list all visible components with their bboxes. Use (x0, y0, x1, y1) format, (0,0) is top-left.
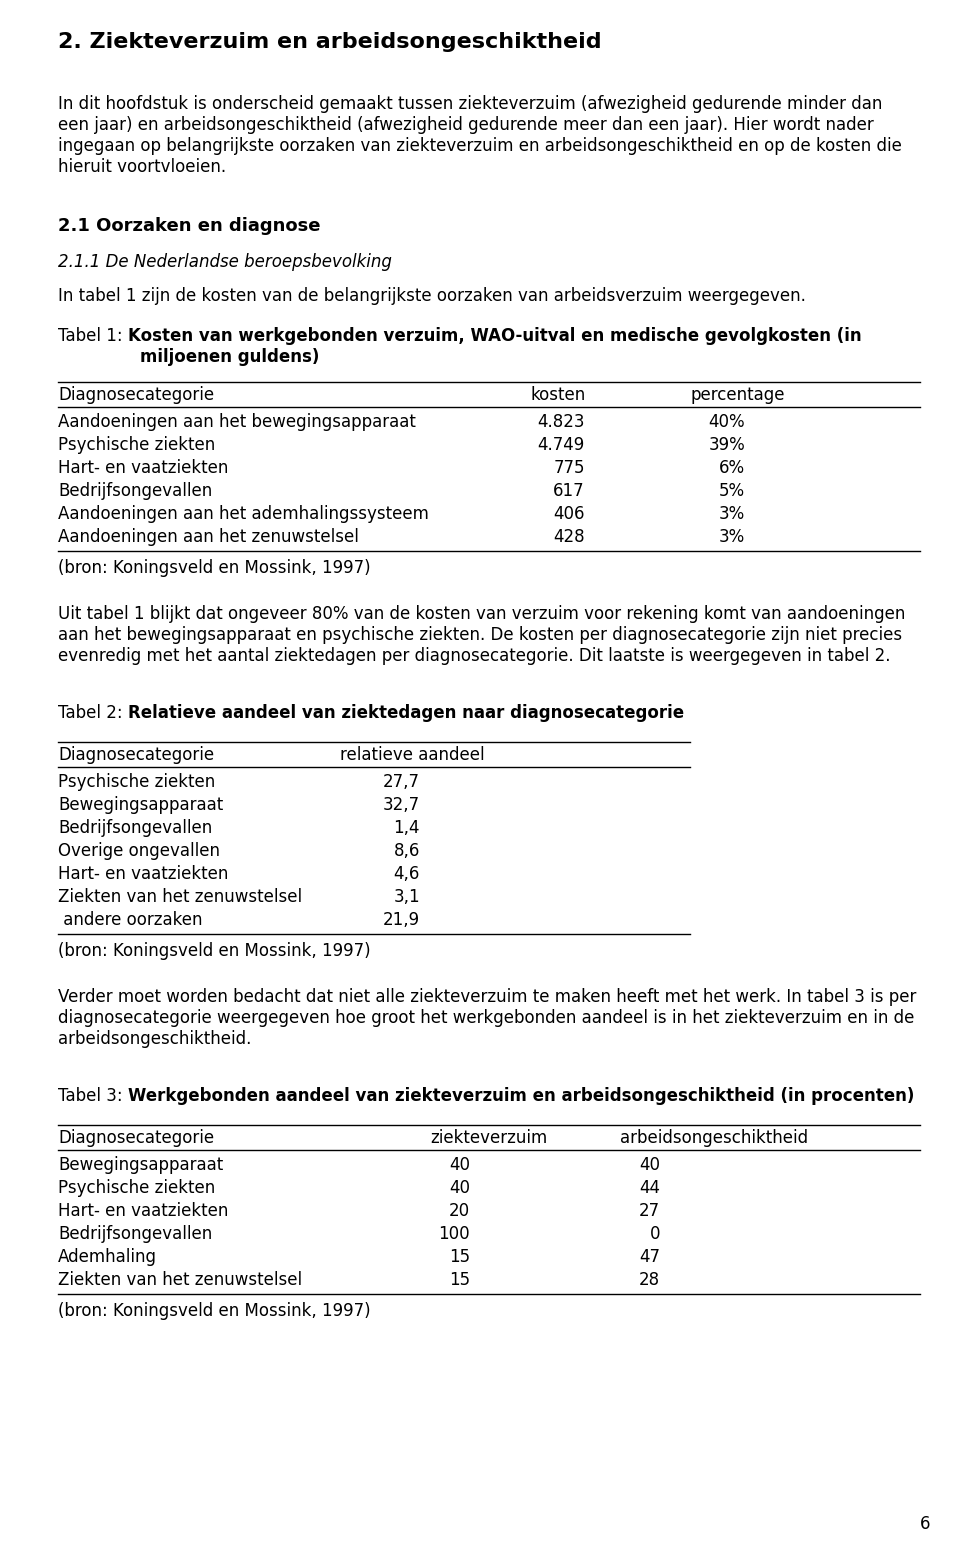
Text: 428: 428 (553, 528, 585, 546)
Text: 3%: 3% (719, 528, 745, 546)
Text: 6%: 6% (719, 458, 745, 477)
Text: ziekteverzuim: ziekteverzuim (430, 1129, 547, 1146)
Text: 47: 47 (639, 1248, 660, 1265)
Text: Kosten van werkgebonden verzuim, WAO-uitval en medische gevolgkosten (in: Kosten van werkgebonden verzuim, WAO-uit… (128, 327, 862, 346)
Text: Aandoeningen aan het bewegingsapparaat: Aandoeningen aan het bewegingsapparaat (58, 414, 416, 430)
Text: Bedrijfsongevallen: Bedrijfsongevallen (58, 1225, 212, 1244)
Text: 5%: 5% (719, 481, 745, 500)
Text: diagnosecategorie weergegeven hoe groot het werkgebonden aandeel is in het ziekt: diagnosecategorie weergegeven hoe groot … (58, 1009, 914, 1028)
Text: 4.823: 4.823 (538, 414, 585, 430)
Text: Aandoeningen aan het ademhalingssysteem: Aandoeningen aan het ademhalingssysteem (58, 505, 429, 523)
Text: Diagnosecategorie: Diagnosecategorie (58, 745, 214, 764)
Text: ingegaan op belangrijkste oorzaken van ziekteverzuim en arbeidsongeschiktheid en: ingegaan op belangrijkste oorzaken van z… (58, 137, 901, 154)
Text: Psychische ziekten: Psychische ziekten (58, 1179, 215, 1197)
Text: Bewegingsapparaat: Bewegingsapparaat (58, 1156, 224, 1174)
Text: 4.749: 4.749 (538, 437, 585, 454)
Text: 15: 15 (449, 1271, 470, 1288)
Text: Hart- en vaatziekten: Hart- en vaatziekten (58, 1202, 228, 1221)
Text: arbeidsongeschiktheid.: arbeidsongeschiktheid. (58, 1031, 252, 1048)
Text: 2. Ziekteverzuim en arbeidsongeschiktheid: 2. Ziekteverzuim en arbeidsongeschikthei… (58, 32, 602, 52)
Text: Diagnosecategorie: Diagnosecategorie (58, 386, 214, 404)
Text: 44: 44 (639, 1179, 660, 1197)
Text: In tabel 1 zijn de kosten van de belangrijkste oorzaken van arbeidsverzuim weerg: In tabel 1 zijn de kosten van de belangr… (58, 287, 805, 306)
Text: 21,9: 21,9 (383, 910, 420, 929)
Text: Bewegingsapparaat: Bewegingsapparaat (58, 796, 224, 815)
Text: (bron: Koningsveld en Mossink, 1997): (bron: Koningsveld en Mossink, 1997) (58, 559, 371, 577)
Text: 1,4: 1,4 (394, 819, 420, 836)
Text: 3%: 3% (719, 505, 745, 523)
Text: (bron: Koningsveld en Mossink, 1997): (bron: Koningsveld en Mossink, 1997) (58, 1302, 371, 1319)
Text: 2.1.1 De Nederlandse beroepsbevolking: 2.1.1 De Nederlandse beroepsbevolking (58, 253, 392, 272)
Text: 3,1: 3,1 (394, 889, 420, 906)
Text: kosten: kosten (530, 386, 586, 404)
Text: Tabel 2:: Tabel 2: (58, 704, 123, 722)
Text: 27: 27 (638, 1202, 660, 1221)
Text: relatieve aandeel: relatieve aandeel (340, 745, 485, 764)
Text: Ziekten van het zenuwstelsel: Ziekten van het zenuwstelsel (58, 889, 302, 906)
Text: Hart- en vaatziekten: Hart- en vaatziekten (58, 866, 228, 883)
Text: evenredig met het aantal ziektedagen per diagnosecategorie. Dit laatste is weerg: evenredig met het aantal ziektedagen per… (58, 647, 891, 665)
Text: 20: 20 (449, 1202, 470, 1221)
Text: een jaar) en arbeidsongeschiktheid (afwezigheid gedurende meer dan een jaar). Hi: een jaar) en arbeidsongeschiktheid (afwe… (58, 116, 874, 134)
Text: 4,6: 4,6 (394, 866, 420, 883)
Text: 40: 40 (449, 1179, 470, 1197)
Text: Verder moet worden bedacht dat niet alle ziekteverzuim te maken heeft met het we: Verder moet worden bedacht dat niet alle… (58, 988, 917, 1006)
Text: 100: 100 (439, 1225, 470, 1244)
Text: Relatieve aandeel van ziektedagen naar diagnosecategorie: Relatieve aandeel van ziektedagen naar d… (128, 704, 684, 722)
Text: 32,7: 32,7 (383, 796, 420, 815)
Text: Hart- en vaatziekten: Hart- en vaatziekten (58, 458, 228, 477)
Text: 8,6: 8,6 (394, 842, 420, 859)
Text: 15: 15 (449, 1248, 470, 1265)
Text: 40: 40 (639, 1156, 660, 1174)
Text: Ademhaling: Ademhaling (58, 1248, 157, 1265)
Text: Tabel 1:: Tabel 1: (58, 327, 123, 346)
Text: Psychische ziekten: Psychische ziekten (58, 437, 215, 454)
Text: Diagnosecategorie: Diagnosecategorie (58, 1129, 214, 1146)
Text: Werkgebonden aandeel van ziekteverzuim en arbeidsongeschiktheid (in procenten): Werkgebonden aandeel van ziekteverzuim e… (128, 1086, 914, 1105)
Text: Bedrijfsongevallen: Bedrijfsongevallen (58, 819, 212, 836)
Text: 6: 6 (920, 1515, 930, 1534)
Text: Ziekten van het zenuwstelsel: Ziekten van het zenuwstelsel (58, 1271, 302, 1288)
Text: 406: 406 (554, 505, 585, 523)
Text: 40%: 40% (708, 414, 745, 430)
Text: Tabel 3:: Tabel 3: (58, 1086, 123, 1105)
Text: In dit hoofdstuk is onderscheid gemaakt tussen ziekteverzuim (afwezigheid gedure: In dit hoofdstuk is onderscheid gemaakt … (58, 96, 882, 113)
Text: percentage: percentage (690, 386, 784, 404)
Text: 39%: 39% (708, 437, 745, 454)
Text: Aandoeningen aan het zenuwstelsel: Aandoeningen aan het zenuwstelsel (58, 528, 359, 546)
Text: Uit tabel 1 blijkt dat ongeveer 80% van de kosten van verzuim voor rekening komt: Uit tabel 1 blijkt dat ongeveer 80% van … (58, 605, 905, 623)
Text: (bron: Koningsveld en Mossink, 1997): (bron: Koningsveld en Mossink, 1997) (58, 941, 371, 960)
Text: Psychische ziekten: Psychische ziekten (58, 773, 215, 792)
Text: Overige ongevallen: Overige ongevallen (58, 842, 220, 859)
Text: arbeidsongeschiktheid: arbeidsongeschiktheid (620, 1129, 808, 1146)
Text: 617: 617 (553, 481, 585, 500)
Text: aan het bewegingsapparaat en psychische ziekten. De kosten per diagnosecategorie: aan het bewegingsapparaat en psychische … (58, 626, 902, 643)
Text: 40: 40 (449, 1156, 470, 1174)
Text: 775: 775 (554, 458, 585, 477)
Text: 27,7: 27,7 (383, 773, 420, 792)
Text: 28: 28 (638, 1271, 660, 1288)
Text: Bedrijfsongevallen: Bedrijfsongevallen (58, 481, 212, 500)
Text: miljoenen guldens): miljoenen guldens) (140, 349, 320, 366)
Text: hieruit voortvloeien.: hieruit voortvloeien. (58, 157, 227, 176)
Text: 0: 0 (650, 1225, 660, 1244)
Text: 2.1 Oorzaken en diagnose: 2.1 Oorzaken en diagnose (58, 218, 321, 235)
Text: andere oorzaken: andere oorzaken (58, 910, 203, 929)
